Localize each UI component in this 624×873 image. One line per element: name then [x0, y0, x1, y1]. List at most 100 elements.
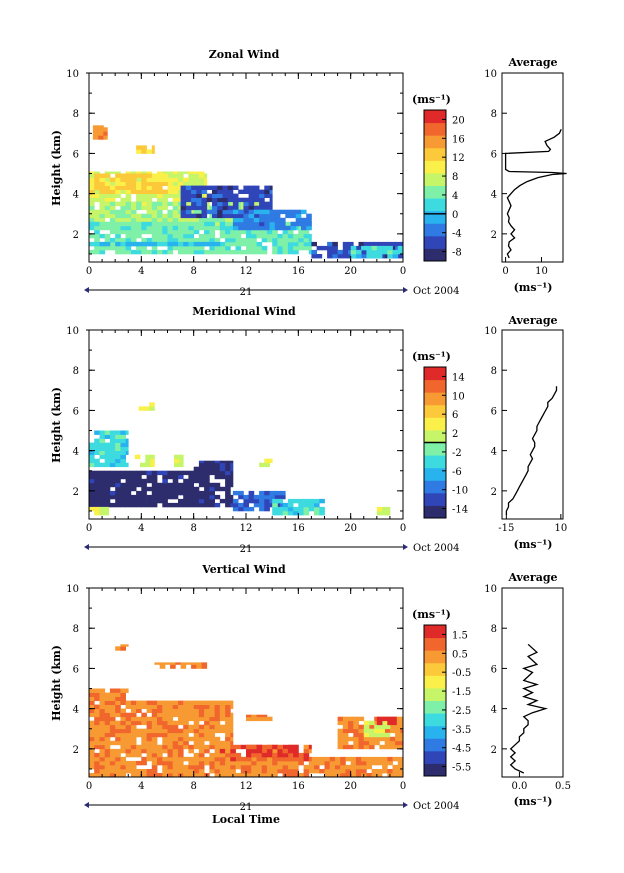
- zonal-heatmap-cell: [285, 213, 291, 219]
- vertical-heatmap-cell: [355, 756, 362, 762]
- vertical-heatmap-cell: [371, 769, 378, 774]
- vertical-heatmap-cell: [193, 752, 200, 758]
- zonal-heatmap-cell: [99, 189, 106, 194]
- zonal-heatmap-cell: [104, 171, 111, 174]
- vertical-heatmap-cell: [230, 724, 234, 730]
- meridional-heatmap-cell: [99, 434, 106, 439]
- vertical-heatmap-cell: [209, 744, 215, 750]
- zonal-heatmap-cell: [243, 213, 249, 219]
- zonal-heatmap-cell: [109, 201, 116, 207]
- zonal-heatmap-cell: [209, 229, 215, 235]
- zonal-heatmap-cell: [209, 237, 215, 243]
- zonal-heatmap-cell: [214, 245, 221, 251]
- zonal-heatmap-cell: [151, 221, 158, 227]
- vertical-colorbar-tick-label: -2.5: [452, 706, 471, 717]
- vertical-heatmap-cell: [287, 756, 294, 762]
- vertical-heatmap-cell: [157, 708, 163, 713]
- zonal-heatmap-cell: [89, 213, 95, 219]
- zonal-heatmap-cell: [172, 197, 179, 203]
- vertical-heatmap-cell: [355, 760, 362, 766]
- zonal-heatmap-cell: [94, 221, 100, 227]
- meridional-heatmap-cell: [178, 498, 184, 504]
- zonal-heatmap-cell: [104, 225, 111, 231]
- zonal-colorbar-swatch: [424, 210, 446, 224]
- meridional-heatmap-cell: [188, 474, 194, 480]
- meridional-heatmap-cell: [303, 498, 310, 504]
- zonal-heatmap-cell: [282, 237, 289, 243]
- vertical-heatmap-cell: [130, 732, 137, 738]
- vertical-heatmap-cell: [209, 756, 215, 762]
- vertical-heatmap-cell: [89, 708, 95, 713]
- zonal-heatmap-cell: [141, 241, 147, 247]
- vertical-heatmap-cell: [159, 662, 166, 665]
- meridional-heatmap: [89, 402, 391, 516]
- zonal-heatmap-cell: [259, 193, 265, 198]
- vertical-heatmap-cell: [120, 740, 126, 746]
- zonal-heatmap-cell: [180, 213, 187, 219]
- vertical-heatmap-cell: [335, 760, 341, 766]
- zonal-heatmap-cell: [361, 245, 367, 251]
- vertical-heatmap-cell: [130, 728, 137, 734]
- zonal-heatmap-cell: [253, 197, 260, 203]
- zonal-heatmap-cell: [98, 127, 104, 132]
- zonal-heatmap-cell: [130, 185, 137, 190]
- zonal-heatmap-cell: [146, 201, 153, 207]
- vertical-heatmap-cell: [157, 724, 163, 730]
- vertical-heatmap-cell: [94, 764, 100, 770]
- zonal-heatmap-cell: [183, 177, 189, 182]
- meridional-heatmap-cell: [141, 478, 147, 484]
- vertical-heatmap-cell: [178, 752, 184, 758]
- zonal-heatmap-cell: [183, 221, 189, 227]
- vertical-heatmap-cell: [353, 732, 359, 738]
- vertical-heatmap-cell: [115, 752, 121, 758]
- zonal-heatmap-cell: [227, 197, 234, 203]
- meridional-heatmap-cell: [125, 442, 129, 447]
- vertical-heatmap-cell: [188, 764, 194, 770]
- zonal-heatmap-cell: [151, 233, 158, 239]
- zonal-heatmap-cell: [89, 193, 95, 198]
- meridional-heatmap-cell: [94, 490, 100, 496]
- zonal-heatmap-cell: [204, 249, 210, 255]
- meridional-heatmap-cell: [319, 506, 325, 512]
- zonal-heatmap-cell: [198, 181, 205, 186]
- zonal-heatmap-cell: [287, 249, 294, 255]
- meridional-y-tick-label: 4: [73, 447, 79, 458]
- meridional-heatmap-cell: [104, 494, 111, 500]
- zonal-heatmap-cell: [125, 221, 132, 227]
- vertical-heatmap-cell: [214, 716, 221, 722]
- zonal-heatmap-cell: [125, 185, 132, 190]
- zonal-heatmap-cell: [130, 177, 137, 182]
- zonal-heatmap-cell: [125, 197, 132, 203]
- zonal-x-tick-label: 20: [344, 266, 357, 277]
- meridional-patch: [376, 506, 391, 516]
- zonal-heatmap-cell: [277, 241, 283, 247]
- zonal-heatmap-cell: [141, 173, 147, 178]
- vertical-heatmap-cell: [120, 728, 126, 734]
- vertical-heatmap-cell: [314, 769, 320, 774]
- vertical-heatmap-cell: [298, 760, 304, 766]
- zonal-heatmap-cell: [141, 193, 147, 198]
- zonal-heatmap-cell: [238, 221, 244, 227]
- vertical-heatmap-cell: [366, 764, 372, 770]
- zonal-heatmap-cell: [180, 185, 187, 190]
- vertical-heatmap-cell: [141, 744, 147, 750]
- vertical-heatmap-cell: [277, 752, 283, 758]
- vertical-heatmap-cell: [151, 764, 158, 770]
- meridional-heatmap-cell: [243, 506, 249, 512]
- meridional-heatmap-cell: [238, 490, 244, 496]
- zonal-heatmap-cell: [94, 241, 100, 247]
- zonal-heatmap-cell: [120, 217, 126, 223]
- zonal-heatmap-cell: [387, 245, 393, 251]
- vertical-heatmap-cell: [167, 760, 174, 766]
- zonal-heatmap-cell: [183, 237, 189, 243]
- zonal-heatmap-cell: [369, 241, 375, 247]
- meridional-heatmap-cell: [178, 474, 184, 480]
- zonal-heatmap-cell: [120, 205, 126, 211]
- vertical-heatmap-cell: [382, 769, 388, 774]
- vertical-heatmap-cell: [201, 664, 208, 669]
- vertical-heatmap-cell: [209, 708, 215, 713]
- zonal-heatmap-cell: [232, 197, 239, 203]
